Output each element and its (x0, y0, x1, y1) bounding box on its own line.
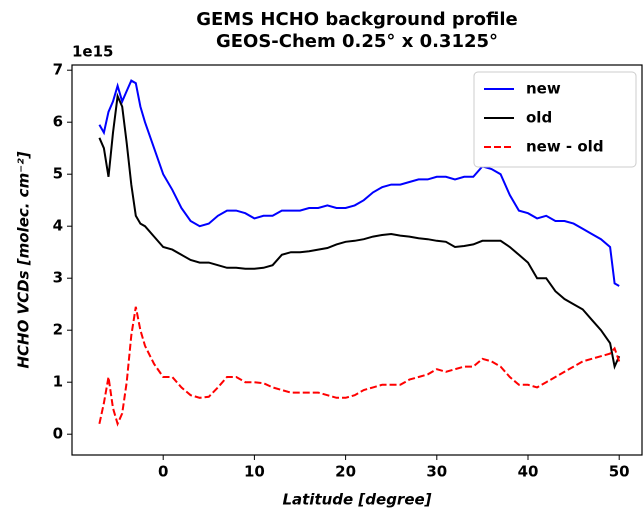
legend-label: old (526, 109, 552, 127)
data-line (98, 306, 621, 427)
y-tick-label: 7 (53, 61, 63, 79)
legend-label: new (526, 80, 561, 98)
plot-frame (71, 64, 643, 456)
chart-subtitle: GEOS-Chem 0.25° x 0.3125° (216, 31, 498, 52)
data-line (98, 92, 621, 370)
y-tick-label: 1 (53, 373, 63, 391)
legend-label: new - old (526, 138, 604, 156)
x-tick-label: 30 (426, 463, 447, 481)
y-axis-label: HCHO VCDs [molec. cm⁻²] (15, 151, 33, 368)
x-tick-label: 40 (518, 463, 539, 481)
x-tick-label: 10 (244, 463, 265, 481)
y-tick-label: 2 (53, 321, 63, 339)
y-tick-label: 4 (53, 217, 63, 235)
x-tick-label: 20 (335, 463, 356, 481)
chart-title: GEMS HCHO background profile (196, 9, 518, 30)
y-offset-label: 1e15 (72, 43, 113, 61)
y-tick-label: 5 (53, 165, 63, 183)
x-tick-label: 50 (609, 463, 630, 481)
x-axis-label: Latitude [degree] (282, 491, 431, 509)
legend-box (473, 71, 637, 168)
y-tick-label: 6 (53, 113, 63, 131)
data-line (98, 79, 620, 287)
y-tick-label: 3 (53, 269, 63, 287)
y-tick-label: 0 (53, 425, 63, 443)
x-tick-label: 0 (158, 463, 168, 481)
